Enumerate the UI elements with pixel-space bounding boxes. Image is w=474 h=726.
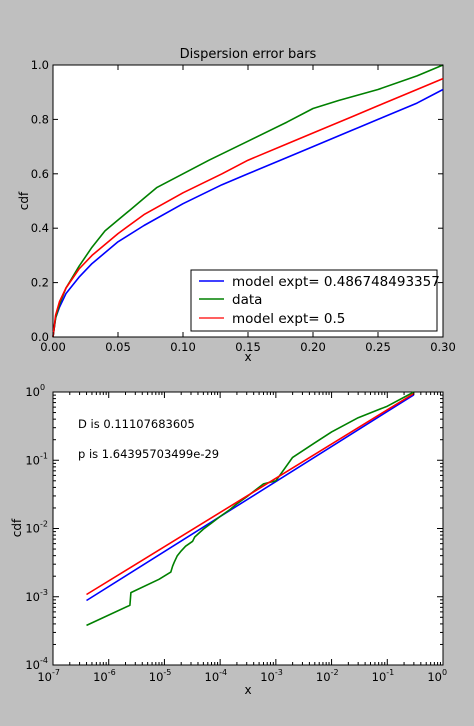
y-tick-label: 10 — [25, 385, 40, 399]
x-tick-exponent: -3 — [275, 668, 283, 677]
annotation-d-statistic: D is 0.11107683605 — [78, 417, 195, 431]
x-tick-label: 0.30 — [430, 340, 456, 354]
legend-label-model-half: model expt= 0.5 — [232, 311, 345, 327]
y-tick-label: 10 — [25, 522, 40, 536]
x-tick-label: 0.10 — [170, 340, 196, 354]
legend-label-data: data — [232, 292, 262, 308]
x-tick-exponent: -5 — [163, 668, 171, 677]
y-tick-label: 0.8 — [31, 112, 49, 126]
y-tick-exponent: 0 — [40, 383, 45, 392]
x-tick-exponent: -6 — [108, 668, 116, 677]
legend-label-model-fit: model expt= 0.486748493357 — [232, 274, 440, 290]
y-axis-label: cdf — [10, 518, 24, 537]
x-tick-exponent: 0 — [442, 668, 447, 677]
x-tick-label: 10 — [205, 670, 220, 684]
chart-title: Dispersion error bars — [180, 47, 317, 62]
x-tick-label: 0.05 — [105, 340, 131, 354]
x-tick-label: 0.00 — [40, 340, 66, 354]
x-tick-label: 10 — [316, 670, 331, 684]
y-axis-label: cdf — [17, 191, 31, 210]
y-tick-label: 0.6 — [31, 167, 49, 181]
plot-area — [52, 391, 444, 666]
x-tick-exponent: -2 — [331, 668, 339, 677]
x-tick-label: 10 — [37, 670, 52, 684]
series-line-data — [86, 391, 415, 627]
y-tick-label: 0.4 — [31, 221, 49, 235]
series-group — [86, 391, 415, 627]
top-chart: Dispersion error bars 0.00 0.05 0.10 0.15 0.… — [17, 47, 456, 364]
legend-box — [190, 269, 438, 332]
series-line-model-expt-0-486748493357 — [52, 88, 444, 338]
x-tick-exponent: -7 — [52, 668, 60, 677]
x-tick-label: 0.15 — [235, 340, 261, 354]
x-tick-label: 10 — [372, 670, 387, 684]
y-tick-exponent: -4 — [40, 656, 48, 665]
x-tick-exponent: -1 — [386, 668, 394, 677]
y-tick-exponent: -1 — [40, 451, 48, 460]
bottom-chart: 10 -7 10 -6 10 -5 10 -4 10 -3 10 -2 10 -1 10 0 10-410-3… — [10, 383, 447, 697]
series-line-model-expt-0-486748493357 — [86, 394, 415, 602]
x-tick-exponent: -4 — [219, 668, 227, 677]
x-tick-label: 10 — [93, 670, 108, 684]
x-axis-ticks: 10 -7 10 -6 10 -5 10 -4 10 -3 10 -2 10 -1 10 0 — [37, 392, 447, 684]
x-tick-label: 10 — [149, 670, 164, 684]
y-axis-ticks: 0.0 0.2 0.4 0.6 0.8 1.0 — [31, 58, 443, 344]
legend: model expt= 0.486748493357 data model ex… — [190, 269, 440, 332]
x-tick-label: 10 — [427, 670, 442, 684]
x-tick-label: 10 — [260, 670, 275, 684]
series-line-model-expt-0-5 — [86, 392, 415, 596]
y-tick-label: 1.0 — [31, 58, 49, 72]
y-tick-exponent: -3 — [40, 588, 48, 597]
x-tick-label: 0.25 — [365, 340, 391, 354]
y-tick-exponent: -2 — [40, 520, 48, 529]
series-group — [52, 64, 444, 338]
series-line-model-expt-0-5 — [52, 77, 444, 338]
annotation-p-value: p is 1.64395703499e-29 — [78, 447, 219, 461]
x-tick-label: 0.20 — [300, 340, 326, 354]
x-axis-ticks: 0.00 0.05 0.10 0.15 0.20 0.25 0.30 — [40, 65, 456, 354]
y-tick-label: 0.0 — [31, 330, 49, 344]
y-tick-label: 10 — [25, 590, 40, 604]
y-tick-label: 10 — [25, 658, 40, 672]
x-axis-label: x — [244, 350, 251, 364]
y-tick-label: 10 — [25, 453, 40, 467]
x-axis-label: x — [244, 683, 251, 697]
y-tick-label: 0.2 — [31, 276, 49, 290]
